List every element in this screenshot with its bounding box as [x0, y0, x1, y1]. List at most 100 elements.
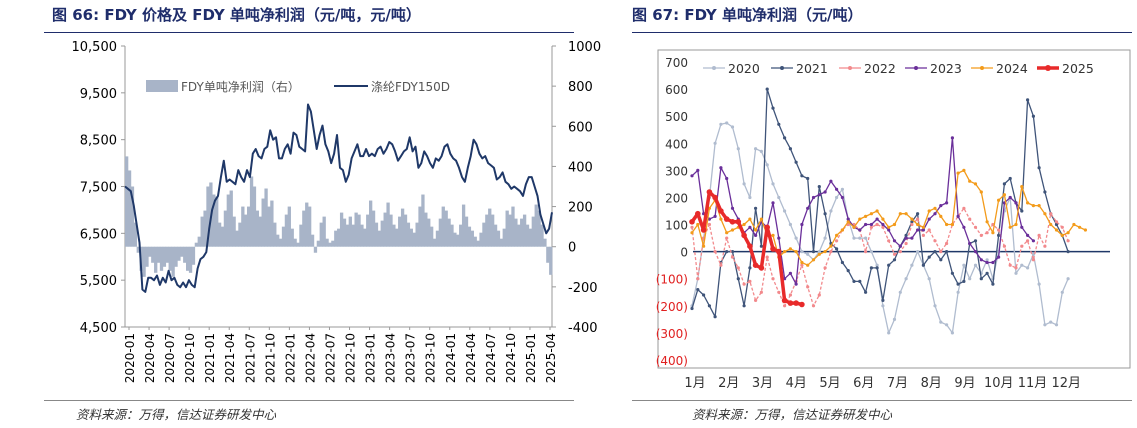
legend-swatch-profit [146, 80, 178, 92]
series-point-2020 [794, 236, 798, 240]
series-point-2022 [910, 222, 914, 227]
right-axis-tick-label: 800 [568, 80, 593, 95]
x-axis-tick-label: 2021-07 [243, 333, 257, 383]
y-axis-tick-label: 700 [665, 56, 688, 70]
profit-bar [514, 218, 518, 247]
legend-label-price: 涤纶FDY150D [371, 80, 450, 94]
left-axis-tick-label: 9,500 [80, 87, 117, 102]
series-point-2021 [707, 304, 711, 308]
series-point-2023 [707, 217, 711, 221]
profit-bar [453, 232, 457, 247]
series-point-2021 [979, 277, 983, 281]
series-point-2023 [887, 228, 891, 232]
series-point-2021 [1008, 176, 1012, 181]
series-point-2021 [713, 315, 717, 319]
profit-bar [377, 230, 382, 247]
series-point-2021 [921, 263, 925, 267]
x-axis-tick-label: 11月 [1018, 376, 1048, 391]
figure-67-source: 资料来源：万得，信达证券研发中心 [692, 407, 893, 422]
profit-bar [258, 216, 262, 247]
series-point-2022 [997, 228, 1001, 232]
series-point-2020 [881, 304, 885, 308]
series-point-2020 [817, 250, 821, 254]
profit-bar [360, 224, 364, 247]
y-axis-tick-label: 200 [665, 191, 688, 205]
left-axis-tick-label: 7,500 [80, 181, 117, 196]
x-axis-tick-label: 4月 [786, 376, 807, 391]
series-point-2023 [875, 217, 879, 221]
x-axis-tick-label: 2023-01 [364, 333, 378, 383]
series-point-2022 [1014, 266, 1018, 270]
profit-bar [183, 246, 187, 263]
series-point-2025 [770, 246, 776, 252]
figure-67-bottom-rule [632, 400, 1132, 401]
series-point-2023 [910, 236, 914, 240]
series-point-2022 [783, 304, 787, 308]
series-point-2021 [875, 266, 879, 270]
series-point-2021 [1066, 250, 1070, 254]
profit-bar [313, 246, 318, 253]
y-axis-tick-label: 600 [665, 83, 688, 97]
series-point-2024 [794, 250, 798, 254]
profit-bar [229, 190, 233, 247]
right-axis-tick-label: 200 [568, 201, 593, 216]
series-point-2023 [794, 282, 798, 286]
profit-bar [470, 230, 474, 247]
profit-bar [226, 194, 230, 247]
series-point-2022 [725, 236, 729, 240]
series-point-2023 [968, 241, 972, 246]
profit-bar [348, 216, 352, 247]
series-point-2025 [747, 243, 753, 249]
series-point-2020 [725, 121, 729, 125]
series-point-2021 [858, 279, 862, 283]
left-axis-tick-label: 4,500 [80, 321, 117, 336]
profit-bar [287, 206, 291, 247]
series-point-2021 [1020, 209, 1024, 213]
profit-bar [491, 214, 495, 247]
series-point-2024 [1008, 225, 1012, 229]
profit-bar [290, 228, 294, 247]
x-axis-tick-label: 3月 [752, 376, 773, 391]
profit-bar [528, 228, 533, 247]
series-point-2022 [945, 241, 949, 246]
series-point-2020 [945, 323, 949, 327]
profit-bar [156, 246, 161, 263]
series-point-2024 [817, 252, 821, 256]
series-point-2021 [835, 247, 839, 251]
series-point-2021 [945, 250, 949, 254]
series-point-2023 [811, 195, 816, 200]
profit-bar [357, 214, 361, 247]
profit-bar [371, 210, 376, 247]
profit-bar [305, 202, 309, 247]
series-point-2021 [881, 298, 885, 302]
series-point-2023 [956, 214, 960, 218]
series-point-2020 [968, 277, 972, 281]
series-point-2020 [927, 277, 931, 281]
profit-bar [430, 226, 434, 247]
profit-bar [406, 222, 411, 247]
x-axis-tick-label: 2021-01 [203, 333, 217, 383]
profit-bar [456, 234, 460, 247]
profit-bar [342, 218, 347, 247]
left-axis-tick-label: 6,500 [80, 227, 117, 242]
series-point-2020 [823, 236, 827, 240]
series-point-2020 [840, 187, 844, 191]
y-axis-tick-label: 400 [665, 137, 688, 151]
series-point-2021 [910, 220, 914, 224]
legend-label-2020: 2020 [728, 61, 760, 76]
series-point-2022 [754, 298, 758, 302]
series-point-2020 [748, 195, 752, 200]
series-point-2020 [713, 141, 717, 145]
profit-bar [310, 234, 315, 247]
series-point-2023 [730, 206, 735, 210]
series-point-2023 [921, 228, 925, 232]
profit-bar [496, 230, 501, 247]
x-axis-tick-label: 2022-07 [323, 333, 337, 383]
series-point-2021 [771, 106, 775, 110]
series-point-2020 [835, 195, 839, 200]
series-point-2022 [1008, 263, 1012, 267]
series-point-2024 [991, 231, 995, 235]
series-point-2020 [759, 149, 763, 153]
profit-bar [188, 246, 193, 273]
series-point-2024 [702, 244, 706, 248]
